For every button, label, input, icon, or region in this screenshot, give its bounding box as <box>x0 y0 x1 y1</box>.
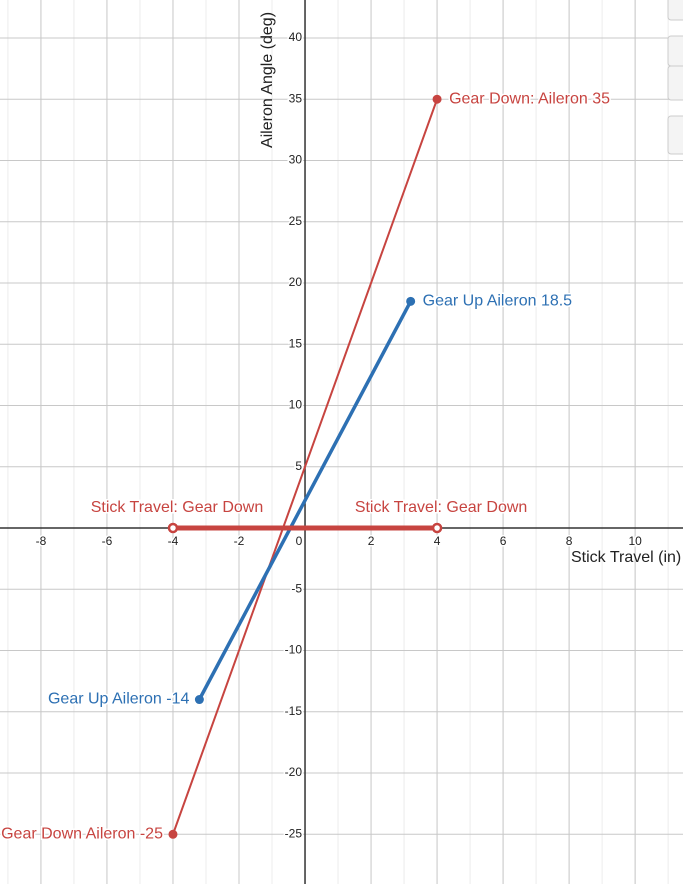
y-tick-label: -15 <box>285 704 303 718</box>
point-label: Stick Travel: Gear Down <box>91 499 264 516</box>
point-label: Stick Travel: Gear Down <box>355 499 528 516</box>
series-line <box>172 98 439 835</box>
home-button[interactable] <box>667 115 683 155</box>
x-axis-label: Stick Travel (in) <box>571 549 681 566</box>
point-label: Gear Down: Aileron 35 <box>449 90 610 107</box>
y-tick-label: 30 <box>289 153 303 167</box>
x-tick-label: -8 <box>36 534 47 548</box>
x-tick-label: 2 <box>368 534 375 548</box>
y-tick-label: 35 <box>289 91 303 105</box>
toolbar-button[interactable] <box>667 0 683 21</box>
x-tick-label: 4 <box>434 534 441 548</box>
y-tick-label: 5 <box>295 459 302 473</box>
x-tick-label: -2 <box>234 534 245 548</box>
y-tick-label: 20 <box>289 275 303 289</box>
x-tick-label: 10 <box>628 534 642 548</box>
series-line <box>197 300 413 701</box>
zoom-in-button[interactable] <box>667 35 683 67</box>
y-tick-label: 40 <box>289 30 303 44</box>
marks: Gear Down Aileron -25 Gear Down: Aileron … <box>0 89 612 844</box>
point-label: Gear Up Aileron 18.5 <box>423 293 573 310</box>
y-tick-label: -10 <box>285 643 303 657</box>
x-tick-label: -6 <box>102 534 113 548</box>
y-tick-label: -20 <box>285 765 303 779</box>
zoom-out-button[interactable] <box>667 65 683 101</box>
point <box>432 94 442 104</box>
y-axis-label: Aileron Angle (deg) <box>259 12 276 148</box>
x-tick-label: 8 <box>566 534 573 548</box>
point <box>431 522 443 534</box>
x-tick-label: 6 <box>500 534 507 548</box>
y-tick-label: 25 <box>289 214 303 228</box>
point <box>168 829 178 839</box>
y-tick-label: 15 <box>289 336 303 350</box>
x-tick-label: -4 <box>168 534 179 548</box>
y-tick-label: -25 <box>285 826 303 840</box>
x-tick-label: 0 <box>296 534 303 548</box>
y-tick-label: 10 <box>289 398 303 412</box>
point <box>167 522 179 534</box>
point <box>406 296 416 306</box>
y-tick-label: -5 <box>291 581 302 595</box>
point-label: Gear Down Aileron -25 <box>1 825 163 842</box>
point-label: Gear Up Aileron -14 <box>48 691 190 708</box>
point <box>194 695 204 705</box>
